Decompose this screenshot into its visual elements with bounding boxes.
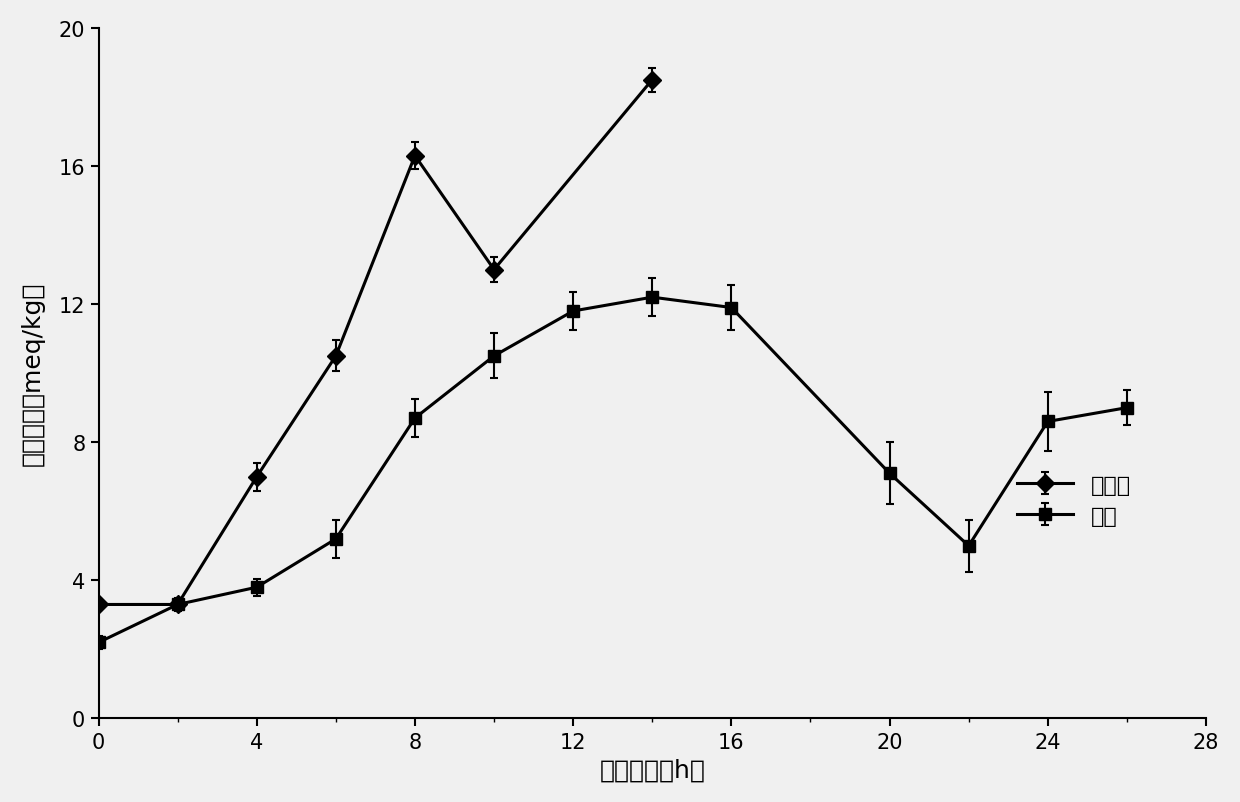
X-axis label: 煎炸时间（h）: 煎炸时间（h） [599,757,706,781]
Y-axis label: 过氧化値（meq/kg）: 过氧化値（meq/kg） [21,282,45,466]
Legend: 菜籽油, 茶油: 菜籽油, 茶油 [1008,466,1140,535]
